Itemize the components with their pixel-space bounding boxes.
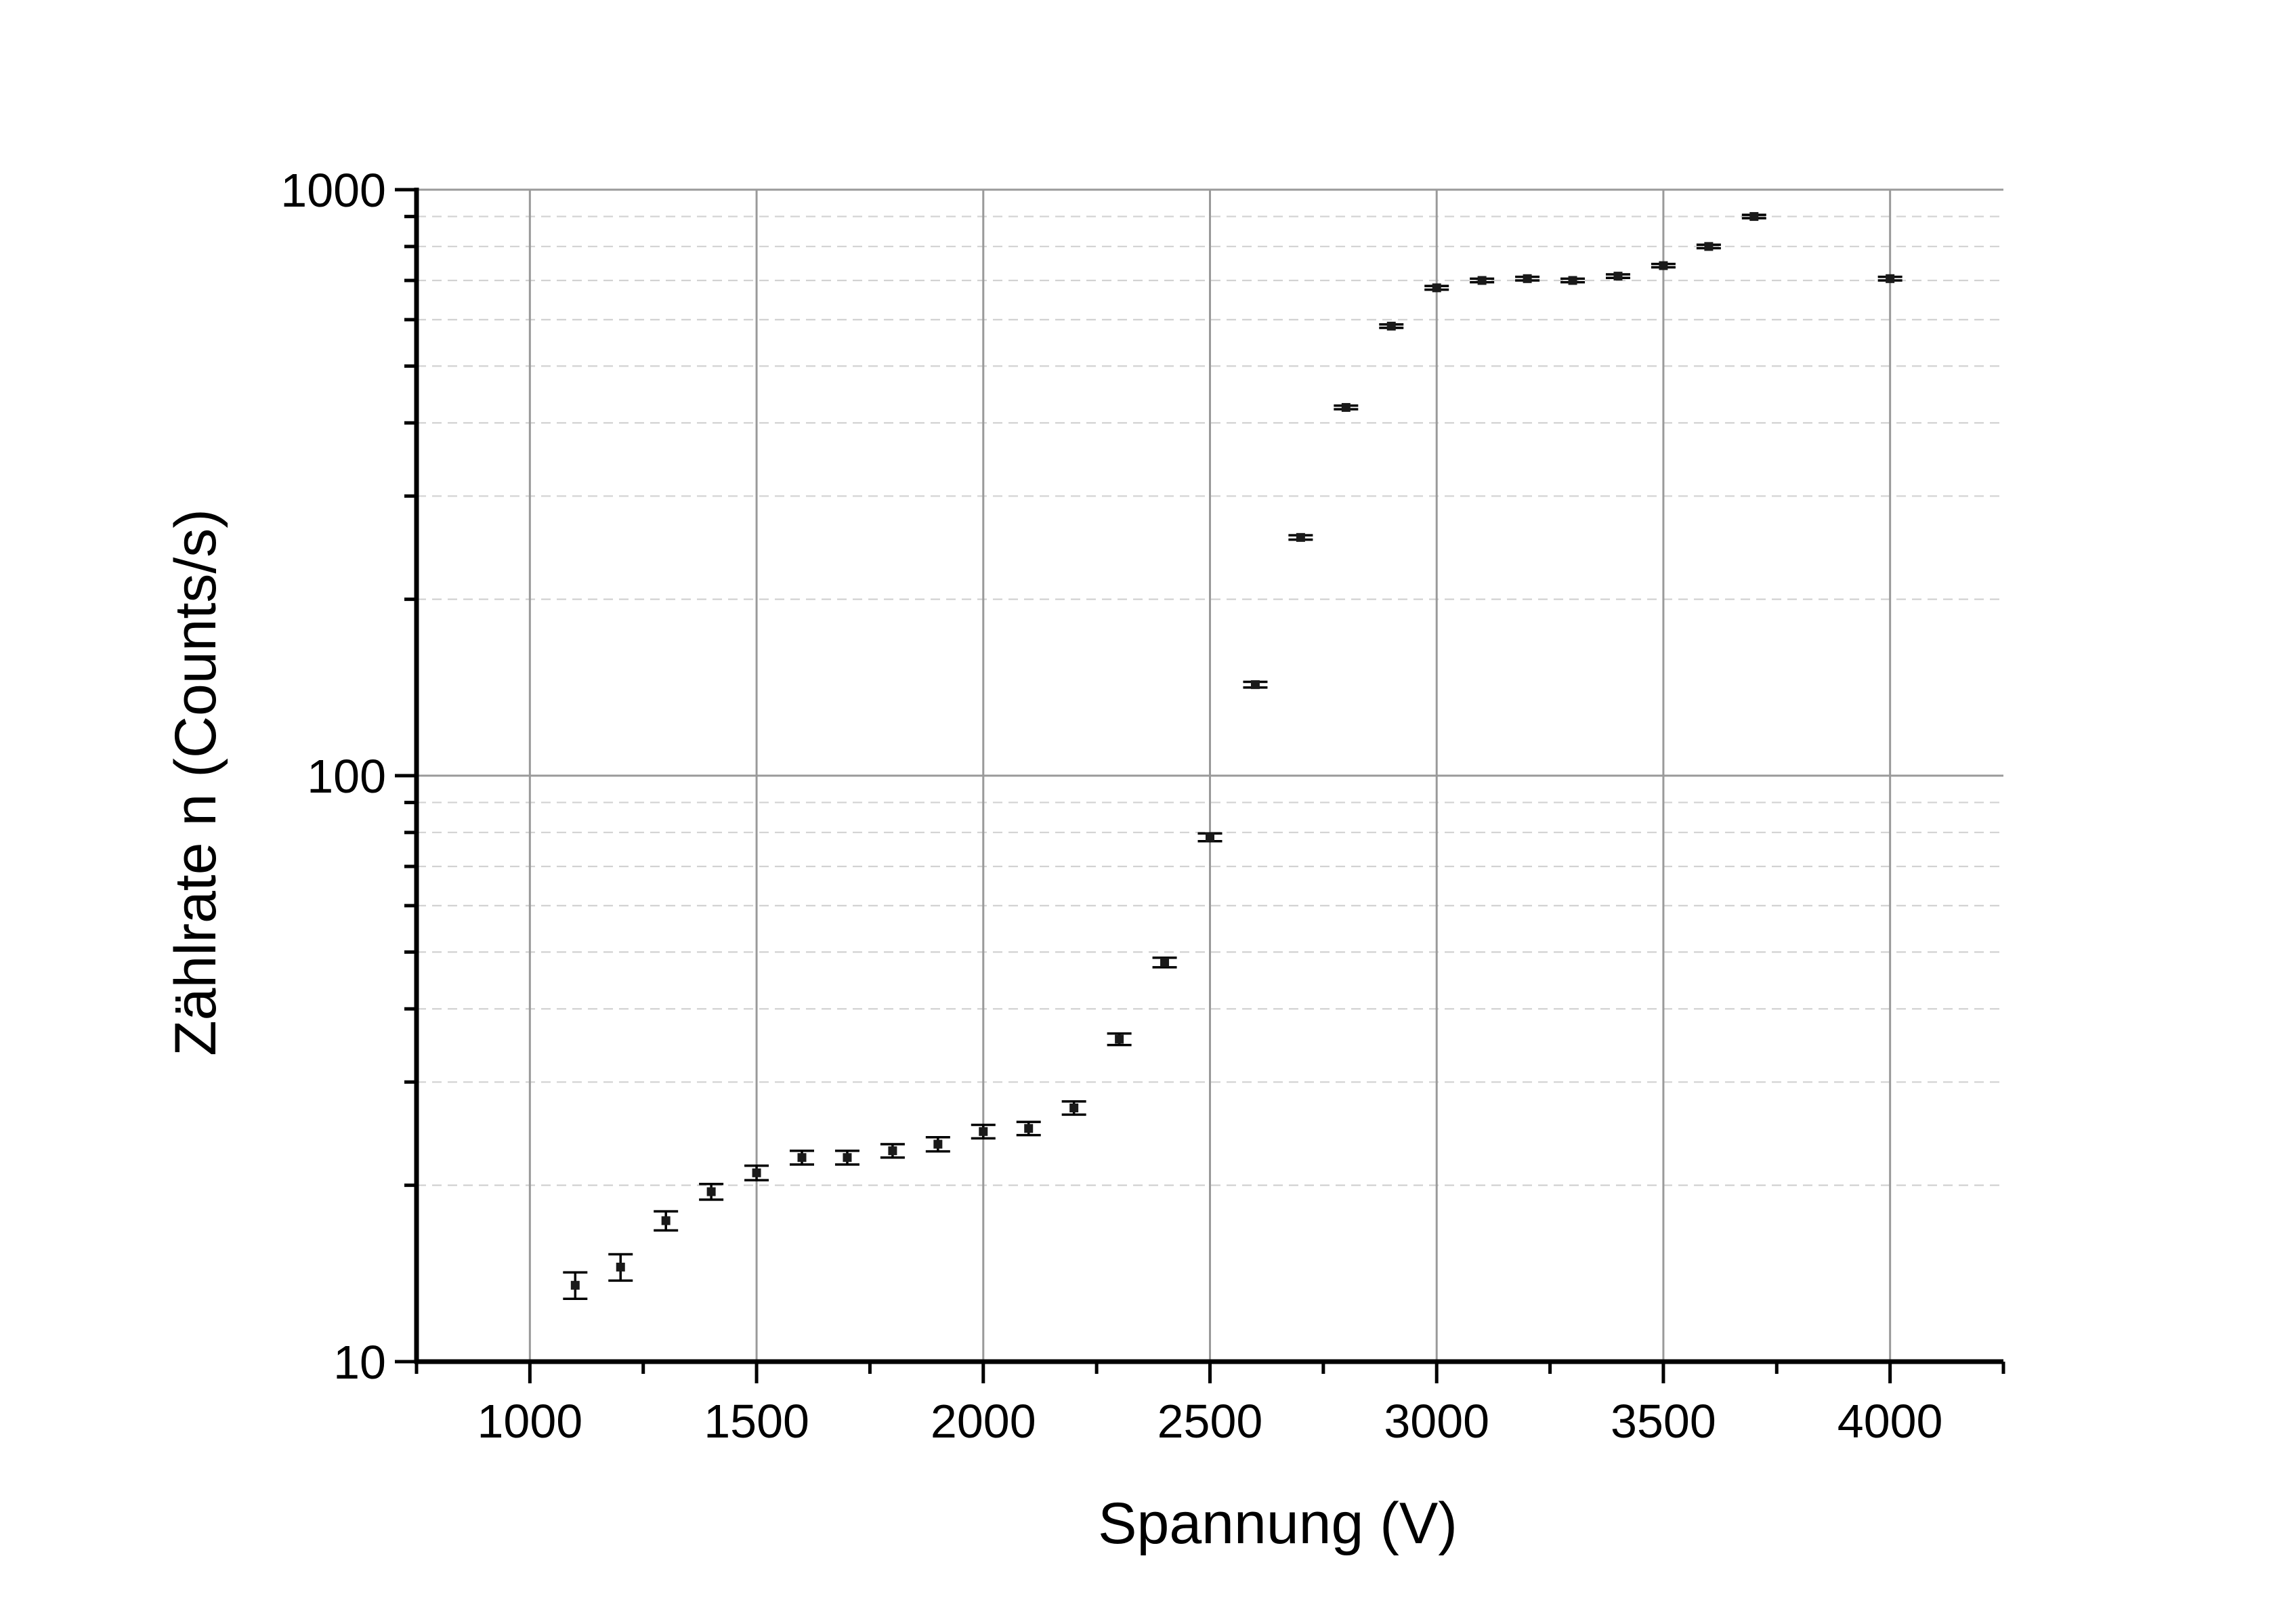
data-point — [925, 1136, 950, 1153]
marker-point — [1069, 1103, 1079, 1112]
data-point — [608, 1253, 633, 1282]
marker-point — [706, 1187, 716, 1196]
data-point — [1379, 321, 1404, 331]
data-point — [1877, 274, 1902, 283]
data-point — [1651, 261, 1676, 270]
y-tick-label: 10 — [333, 1336, 386, 1389]
x-tick-label: 2000 — [931, 1395, 1036, 1448]
marker-point — [1523, 274, 1532, 283]
marker-point — [616, 1262, 625, 1272]
marker-point — [979, 1127, 988, 1136]
data-point — [1560, 276, 1586, 285]
marker-point — [933, 1139, 943, 1149]
marker-point — [797, 1153, 807, 1162]
marker-point — [1386, 321, 1396, 331]
y-tick-label: 100 — [307, 750, 386, 803]
x-tick-label: 2500 — [1157, 1395, 1263, 1448]
marker-point — [1250, 680, 1260, 690]
marker-point — [752, 1168, 761, 1177]
data-point — [1741, 212, 1766, 222]
marker-point — [1477, 276, 1487, 285]
data-point — [1515, 274, 1540, 283]
marker-point — [843, 1153, 852, 1162]
y-axis-title: Zählrate n (Counts/s) — [163, 509, 228, 1056]
data-point — [1334, 402, 1359, 412]
marker-point — [1115, 1034, 1124, 1044]
data-points — [563, 212, 1902, 1301]
x-axis-title: Spannung (V) — [1098, 1491, 1458, 1556]
marker-point — [1432, 283, 1441, 293]
data-point — [1243, 680, 1268, 690]
data-point — [1605, 272, 1630, 281]
marker-point — [1749, 212, 1759, 222]
marker-point — [1341, 402, 1351, 412]
data-point — [654, 1210, 679, 1232]
data-point — [971, 1123, 996, 1140]
data-point — [699, 1182, 724, 1201]
data-point — [1288, 532, 1313, 542]
x-tick-label: 1000 — [477, 1395, 582, 1448]
x-tick-label: 1500 — [704, 1395, 809, 1448]
axes: 1000 1500 2000 2500 3000 3500 4000 10 100 1000 — [280, 164, 2005, 1448]
marker-point — [1024, 1124, 1034, 1133]
data-point — [1197, 832, 1223, 843]
data-point — [1696, 242, 1721, 251]
data-point — [834, 1149, 859, 1166]
marker-point — [570, 1280, 580, 1290]
data-point — [1107, 1032, 1132, 1047]
data-point — [880, 1143, 905, 1159]
data-point — [744, 1164, 769, 1181]
marker-point — [1568, 276, 1577, 285]
data-point — [563, 1271, 588, 1301]
marker-point — [1659, 261, 1668, 270]
marker-point — [1206, 833, 1214, 842]
marker-point — [1704, 242, 1714, 251]
data-point — [1424, 283, 1449, 293]
data-point — [1152, 956, 1177, 969]
marker-point — [1160, 958, 1170, 967]
marker-point — [1886, 274, 1895, 283]
marker-point — [1296, 532, 1305, 542]
y-tick-label: 1000 — [280, 164, 386, 217]
x-tick-label: 3500 — [1611, 1395, 1716, 1448]
x-tick-label: 3000 — [1384, 1395, 1489, 1448]
data-point — [1470, 276, 1495, 285]
marker-point — [661, 1216, 671, 1225]
data-point — [790, 1149, 815, 1166]
marker-point — [888, 1146, 897, 1156]
marker-point — [1613, 272, 1623, 281]
data-point — [1061, 1100, 1086, 1116]
x-tick-label: 4000 — [1837, 1395, 1943, 1448]
data-point — [1016, 1120, 1041, 1137]
grid — [417, 188, 2003, 1362]
